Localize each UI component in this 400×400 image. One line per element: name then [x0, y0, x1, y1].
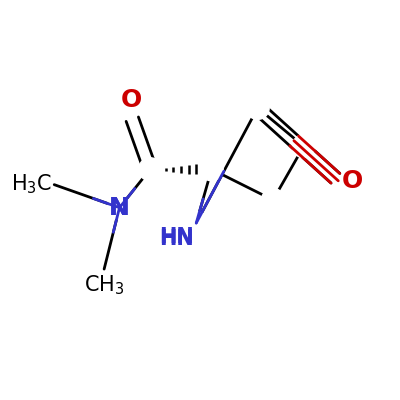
Text: O: O: [120, 88, 142, 112]
Text: N: N: [109, 196, 130, 220]
Text: CH$_3$: CH$_3$: [84, 273, 124, 296]
Circle shape: [108, 196, 131, 219]
Circle shape: [139, 158, 162, 181]
Circle shape: [292, 135, 315, 158]
Text: N: N: [109, 196, 130, 220]
Circle shape: [200, 158, 223, 181]
Text: HN: HN: [160, 229, 194, 249]
Circle shape: [246, 96, 269, 119]
Text: H$_3$C: H$_3$C: [11, 173, 52, 196]
Text: HN: HN: [160, 227, 194, 247]
Text: O: O: [342, 169, 363, 193]
Circle shape: [185, 212, 208, 234]
Circle shape: [262, 188, 284, 212]
